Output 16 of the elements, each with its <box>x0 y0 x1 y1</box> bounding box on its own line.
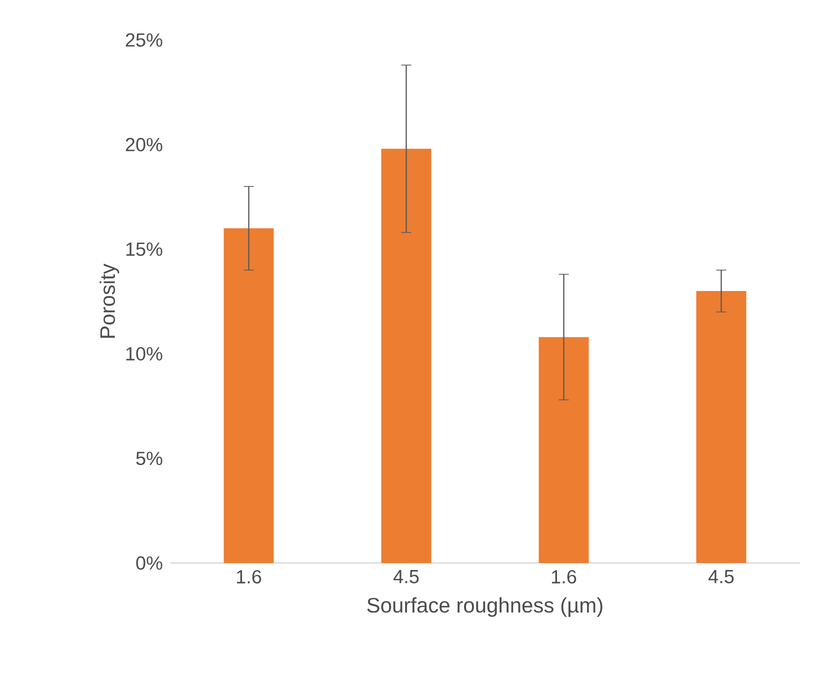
x-tick-label: 4.5 <box>708 570 734 584</box>
x-tick-label: 1.6 <box>552 570 576 584</box>
y-tick-label: 10% <box>126 347 162 361</box>
x-axis-title: Sourface roughness (µm) <box>367 597 602 617</box>
y-tick-label: 20% <box>126 138 162 152</box>
y-axis-title: Porosity <box>100 264 120 338</box>
bar <box>696 291 746 563</box>
x-tick-label: 4.5 <box>393 570 419 584</box>
x-tick-label: 1.6 <box>236 570 262 584</box>
bar <box>538 337 589 563</box>
bar <box>381 148 432 563</box>
y-tick-label: 25% <box>126 33 162 47</box>
y-tick-label: 5% <box>136 452 162 466</box>
bar <box>224 228 274 563</box>
y-tick-label: 0% <box>136 556 162 570</box>
y-tick-label: 15% <box>126 242 162 256</box>
